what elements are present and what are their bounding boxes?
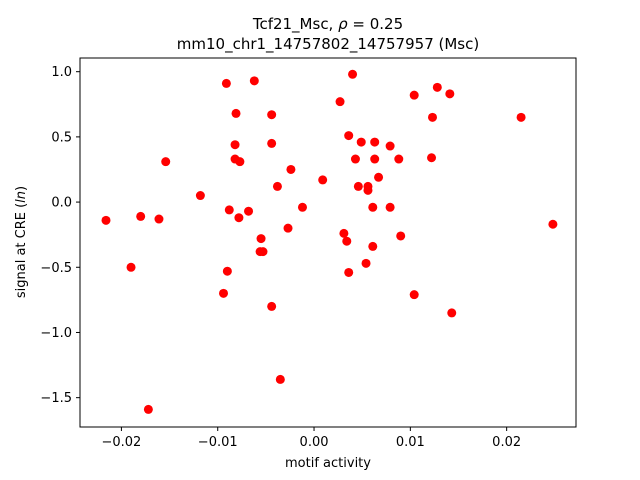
data-point-9 [231,108,241,118]
data-point-25 [222,266,232,276]
data-point-20 [297,202,307,212]
data-point-59 [548,219,558,229]
data-point-2 [126,262,136,272]
data-point-3 [154,214,164,224]
y-tick-label-1: −1.0 [40,326,72,341]
data-point-56 [409,290,419,300]
y-axis-label: signal at CRE (ln) [14,186,29,298]
y-tick-label-2: −0.5 [40,261,72,276]
data-point-57 [447,308,457,318]
data-point-16 [272,181,282,191]
x-tick-label-2: 0.00 [300,435,329,450]
data-point-58 [516,112,526,122]
data-point-36 [350,154,360,164]
data-point-38 [394,154,404,164]
data-point-22 [256,234,266,244]
data-point-28 [275,374,285,384]
data-point-7 [221,78,231,88]
y-tick-label-4: 0.5 [51,130,72,145]
data-point-42 [363,185,373,195]
data-point-1 [136,211,146,221]
y-tick-label-3: 0.0 [51,196,72,211]
data-point-19 [234,213,244,223]
data-point-40 [353,181,363,191]
data-point-35 [385,141,395,151]
data-point-39 [374,172,384,182]
data-point-47 [396,231,406,241]
data-point-46 [342,236,352,246]
data-point-6 [195,191,205,201]
data-point-15 [286,164,296,174]
data-point-34 [370,137,380,147]
chart-title-line2: mm10_chr1_14757802_14757957 (Msc) [177,35,479,54]
x-axis-ticks: −0.02 −0.01 0.00 0.01 0.02 [101,427,521,450]
data-point-33 [356,137,366,147]
data-point-10 [267,110,277,120]
data-point-11 [230,140,240,150]
x-tick-label-3: 0.01 [396,435,425,450]
chart-title-line1: Tcf21_Msc, ρ = 0.25 [252,15,403,34]
data-point-37 [370,154,380,164]
data-point-8 [249,76,259,86]
data-point-26 [219,288,228,298]
x-tick-label-1: −0.01 [198,435,238,450]
data-point-24 [258,247,268,257]
data-point-5 [161,157,171,167]
data-point-27 [267,301,277,311]
data-point-29 [318,175,328,185]
data-point-14 [235,157,245,167]
data-point-50 [344,267,354,277]
points-layer [101,69,558,414]
y-tick-label-5: 1.0 [51,65,72,80]
plot-frame [79,57,577,428]
data-point-48 [368,241,378,251]
data-point-54 [428,112,437,122]
x-tick-label-0: −0.02 [101,435,141,450]
data-point-21 [283,223,293,233]
data-point-18 [244,206,254,216]
data-point-0 [101,215,111,225]
data-point-31 [348,69,358,79]
data-point-12 [267,138,277,148]
data-point-49 [361,258,371,268]
data-point-55 [427,153,437,163]
data-point-45 [339,228,349,238]
data-point-53 [445,89,455,99]
y-tick-label-0: −1.5 [40,391,72,406]
data-point-52 [432,82,442,92]
x-tick-label-4: 0.02 [492,435,521,450]
data-point-32 [344,131,354,141]
data-point-51 [409,90,419,100]
data-point-43 [368,202,378,212]
data-point-17 [224,205,234,215]
data-point-30 [335,97,345,107]
data-point-4 [143,404,153,414]
data-point-44 [385,202,395,212]
x-axis-label: motif activity [285,456,371,471]
y-axis-ticks: −1.5 −1.0 −0.5 0.0 0.5 1.0 [40,65,80,406]
